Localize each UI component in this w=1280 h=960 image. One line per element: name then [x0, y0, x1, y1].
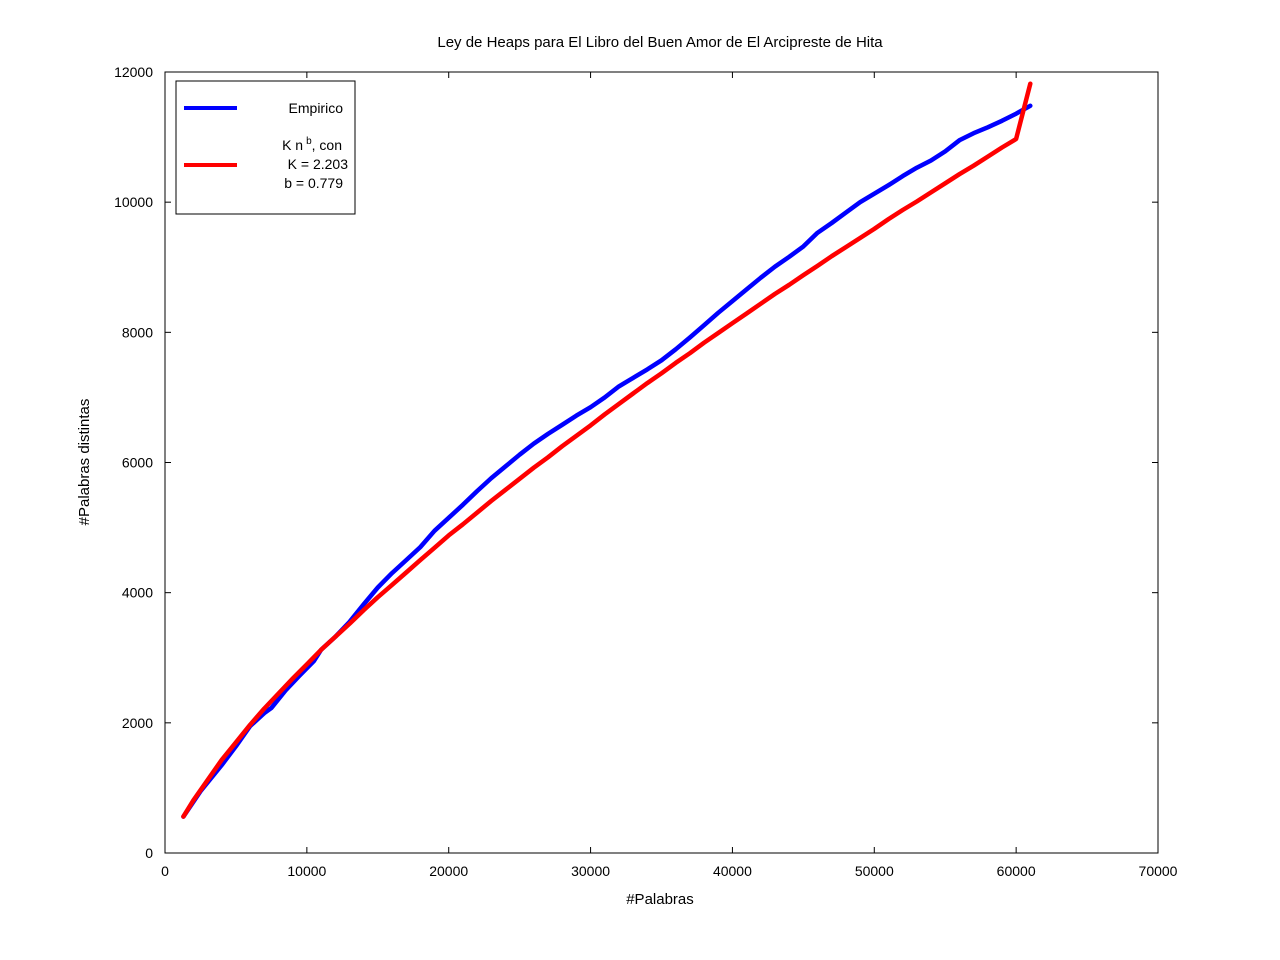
x-tick-label: 50000	[855, 863, 894, 879]
y-axis-title: #Palabras distintas	[76, 399, 93, 526]
legend-label-fit-line1: K n b, con	[282, 136, 342, 153]
x-tick-label: 10000	[287, 863, 326, 879]
legend-fit-exponent: b	[306, 136, 312, 147]
legend-box	[175, 80, 356, 215]
x-tick-label: 20000	[429, 863, 468, 879]
legend-label-empirico: Empirico	[289, 100, 344, 116]
x-tick-label: 60000	[997, 863, 1036, 879]
x-tick-label: 0	[161, 863, 169, 879]
series-layer	[181, 81, 1033, 819]
x-tick-label: 40000	[713, 863, 752, 879]
y-tick-label: 6000	[122, 455, 153, 471]
legend-fit-main: K n	[282, 137, 303, 153]
y-tick-label: 0	[145, 845, 153, 861]
x-tick-label: 30000	[571, 863, 610, 879]
legend-label-fit-b: b = 0.779	[284, 175, 343, 191]
y-tick-label: 2000	[122, 715, 153, 731]
legend: Empirico K n b, con K = 2.203 b = 0.779	[175, 80, 356, 215]
x-axis: 0 10000 20000 30000 40000 50000 60000 70000	[161, 72, 1178, 879]
y-axis: 0 2000 4000 6000 8000 10000 12000	[114, 64, 1158, 861]
legend-label-fit-k: K = 2.203	[288, 156, 349, 172]
y-tick-label: 10000	[114, 194, 153, 210]
x-tick-label: 70000	[1139, 863, 1178, 879]
x-axis-title: #Palabras	[626, 891, 694, 908]
y-tick-label: 12000	[114, 64, 153, 80]
chart-title: Ley de Heaps para El Libro del Buen Amor…	[437, 34, 883, 51]
y-tick-label: 4000	[122, 585, 153, 601]
y-tick-label: 8000	[122, 324, 153, 340]
series-line-fit	[181, 81, 1033, 819]
legend-fit-tail: , con	[312, 137, 342, 153]
